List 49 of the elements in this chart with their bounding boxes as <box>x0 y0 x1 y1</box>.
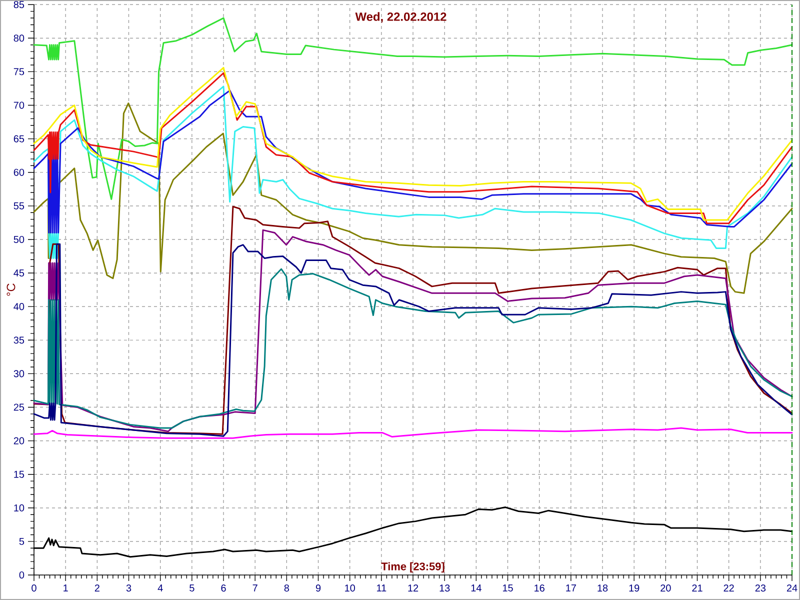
y-tick-label: 80 <box>14 34 24 42</box>
x-tick-label: 15 <box>502 584 513 592</box>
line-series <box>33 268 793 429</box>
x-tick-label: 13 <box>440 584 450 592</box>
y-tick-label: 70 <box>14 102 24 109</box>
y-tick-label: 45 <box>14 270 24 276</box>
x-tick-label: 24 <box>786 584 798 592</box>
x-tick-label: 4 <box>158 584 163 592</box>
y-tick-label: 0 <box>19 571 24 579</box>
y-tick-label: 20 <box>14 437 24 444</box>
line-series <box>33 86 793 260</box>
line-series <box>33 102 793 294</box>
y-tick-label: 10 <box>14 504 24 512</box>
x-tick-label: 23 <box>755 584 766 592</box>
x-tick-label: 16 <box>534 584 544 592</box>
x-axis-title: Time [23:59] <box>381 562 444 572</box>
y-tick-label: 40 <box>14 303 24 310</box>
y-tick-label: 85 <box>14 1 24 8</box>
x-tick-label: 5 <box>190 584 194 592</box>
x-tick-label: 21 <box>692 584 702 592</box>
x-tick-label: 6 <box>221 584 226 592</box>
y-tick-label: 55 <box>14 202 24 210</box>
y-tick-label: 5 <box>19 538 24 545</box>
text: Wed, 22.02.2012 <box>355 12 446 23</box>
y-tick-label: 50 <box>14 236 24 243</box>
x-tick-label: 20 <box>660 584 671 592</box>
y-tick-label: 60 <box>14 168 24 176</box>
y-tick-label: 30 <box>14 370 24 378</box>
x-tick-label: 14 <box>471 584 482 592</box>
x-tick-label: 8 <box>284 584 290 592</box>
x-tick-label: 17 <box>566 584 576 592</box>
x-tick-label: 11 <box>377 584 386 592</box>
x-tick-label: 22 <box>724 584 734 592</box>
y-tick-label: 15 <box>14 470 24 478</box>
x-tick-label: 12 <box>408 584 418 592</box>
x-tick-label: 2 <box>94 584 100 592</box>
y-tick-label: 65 <box>14 135 24 142</box>
y-tick-label: 75 <box>14 68 24 76</box>
x-tick-label: 19 <box>629 584 640 592</box>
x-tick-label: 7 <box>252 584 258 592</box>
y-tick-label: 35 <box>14 336 24 344</box>
y-tick-label: 25 <box>14 404 24 411</box>
x-tick-label: 3 <box>126 584 132 592</box>
x-tick-label: 9 <box>316 584 321 592</box>
x-tick-label: 10 <box>345 584 355 592</box>
y-axis-title: °C <box>6 284 16 296</box>
x-tick-label: 1 <box>64 584 68 592</box>
x-tick-label: 18 <box>598 584 608 592</box>
x-tick-label: 0 <box>32 584 36 592</box>
